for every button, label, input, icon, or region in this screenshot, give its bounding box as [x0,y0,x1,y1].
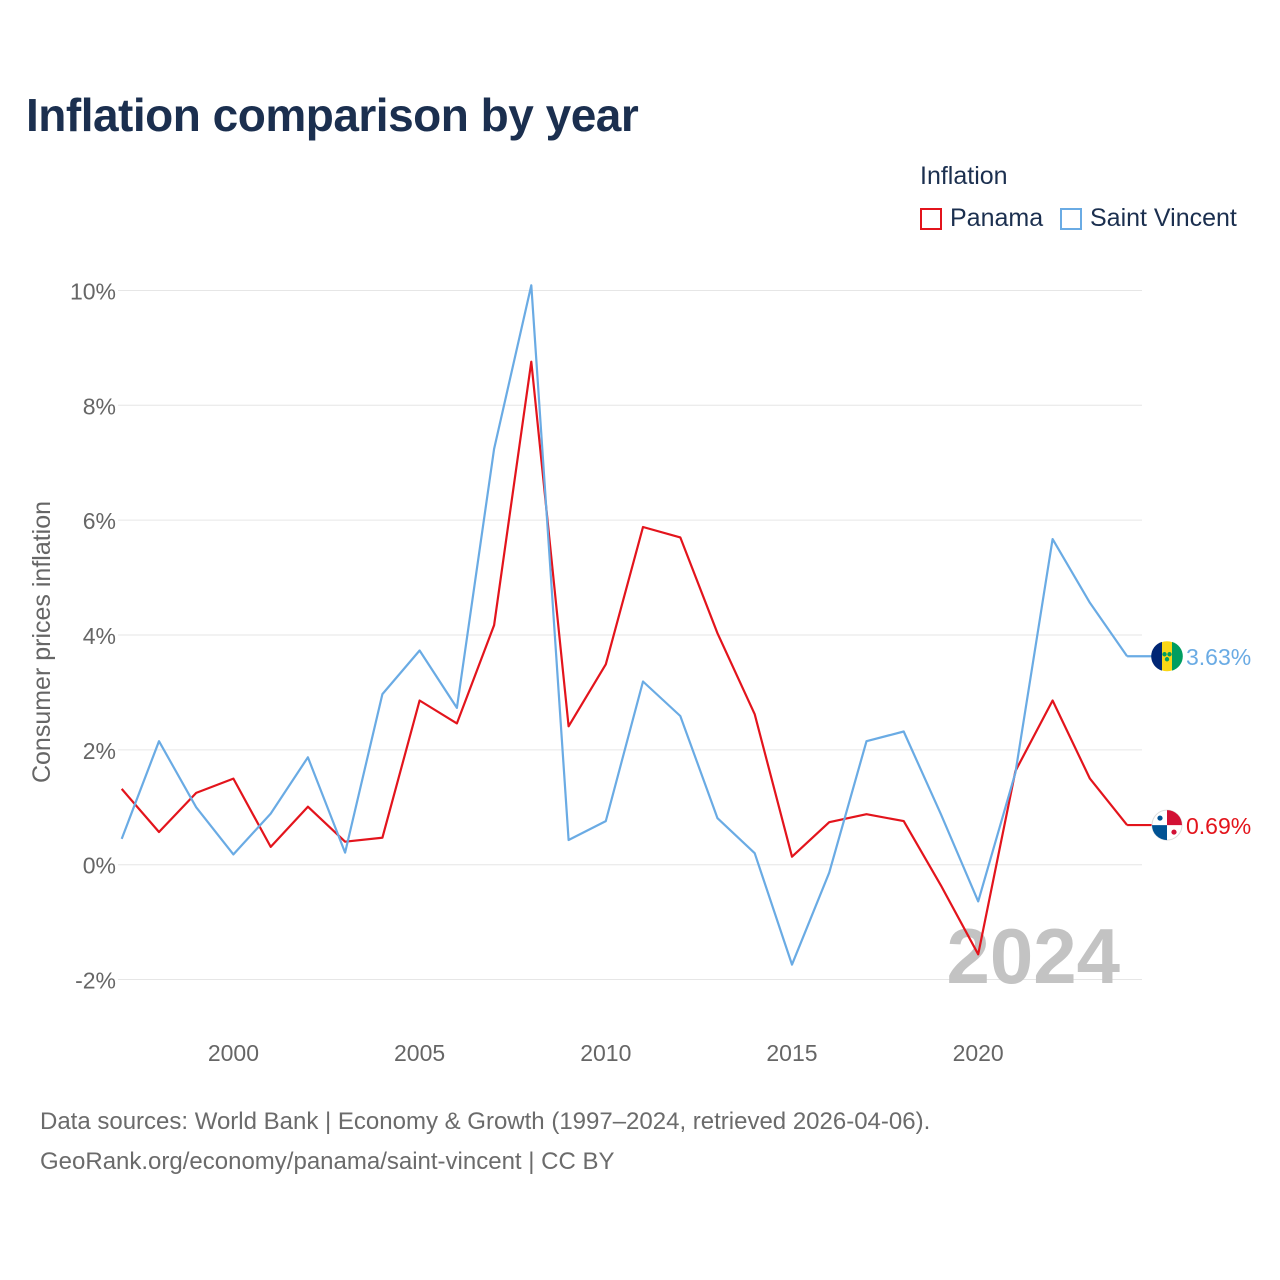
line-chart: -2% 0% 2% 4% 6% 8% 10% 2000 2005 2010 2015 2020 Con… [28,278,1251,1066]
flag-icon-panama [1151,809,1183,841]
legend-item-panama[interactable]: Panama [920,204,1043,233]
series-line-panama [120,360,1128,956]
flag-diamond [1164,657,1170,662]
legend-swatch-panama [920,207,942,230]
legend-swatch-saint-vincent [1060,207,1082,230]
end-markers: 0.69% 3.63% [1151,641,1251,841]
chart-title: Inflation comparison by year [26,89,639,141]
legend-label-panama: Panama [950,204,1044,232]
flag-diamond [1162,652,1167,657]
series-lines [120,284,1152,966]
flag-red-quadrant [1167,810,1182,826]
year-watermark: 2024 [946,912,1120,1000]
source-line-1: Data sources: World Bank | Economy & Gro… [40,1108,931,1135]
end-value-label-saint-vincent: 3.63% [1186,644,1251,670]
x-tick-label: 2010 [580,1040,631,1066]
x-tick-label: 2005 [394,1040,445,1066]
axis-labels: -2% 0% 2% 4% 6% 8% 10% 2000 2005 2010 2015 2020 [70,278,1004,1066]
flag-blue-star [1157,815,1163,821]
grid-lines [118,289,1142,981]
end-value-label-panama: 0.69% [1186,813,1251,839]
y-tick-label: 2% [83,738,116,764]
y-axis-title: Consumer prices inflation [28,501,56,783]
y-tick-label: 6% [83,508,116,534]
flag-blue-band [1151,641,1162,671]
legend-item-saint-vincent[interactable]: Saint Vincent [1060,204,1237,233]
legend-title: Inflation [920,162,1008,190]
flag-green-band [1172,641,1183,671]
x-tick-label: 2020 [953,1040,1004,1066]
legend-label-saint-vincent: Saint Vincent [1090,204,1237,232]
source-line-2[interactable]: GeoRank.org/economy/panama/saint-vincent… [40,1148,615,1175]
flag-diamond [1167,652,1172,657]
flag-blue-quadrant [1152,825,1167,841]
x-tick-label: 2000 [208,1040,259,1066]
y-tick-label: 8% [83,393,116,419]
series-line-saint-vincent [120,284,1129,966]
y-tick-label: 10% [70,278,116,304]
y-tick-label: 0% [83,853,116,879]
flag-icon-saint-vincent [1151,641,1183,672]
y-tick-label: 4% [83,623,116,649]
flag-red-star [1171,829,1177,835]
x-tick-label: 2015 [766,1040,817,1066]
y-tick-label: -2% [75,968,116,994]
